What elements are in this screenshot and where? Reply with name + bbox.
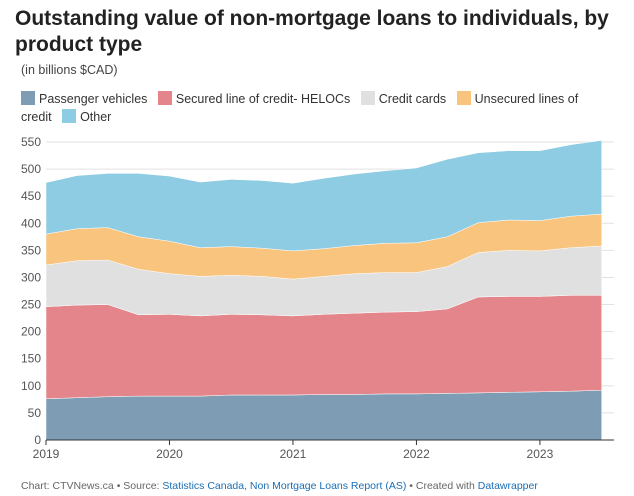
y-tick-label: 300 bbox=[21, 270, 41, 284]
y-tick-label: 500 bbox=[21, 162, 41, 176]
y-axis: 0 50 100 150 200 250 300 350 400 450 500 550 bbox=[21, 135, 41, 447]
legend-item-unsecured-lines: Unsecured lines of credit bbox=[21, 91, 579, 124]
area-other bbox=[45, 140, 602, 252]
x-tick-label: 2019 bbox=[33, 447, 60, 461]
legend-swatch bbox=[360, 91, 375, 105]
legend-label: Unsecured lines of credit bbox=[21, 92, 579, 124]
y-tick-label: 400 bbox=[21, 216, 41, 230]
x-tick-label: 2023 bbox=[527, 447, 554, 461]
y-tick-label: 250 bbox=[21, 298, 41, 312]
y-tick-label: 150 bbox=[21, 352, 41, 366]
y-tick-label: 50 bbox=[28, 406, 42, 420]
footer-prefix: Chart: CTVNews.ca • Source: bbox=[21, 480, 163, 492]
y-tick-label: 550 bbox=[21, 135, 41, 149]
chart-title: Outstanding value of non-mortgage loans … bbox=[15, 7, 609, 56]
legend-item-helocs: Secured line of credit- HELOCs bbox=[157, 91, 351, 106]
legend: Passenger vehicles Secured line of credi… bbox=[21, 90, 581, 126]
footer-middle: • Created with bbox=[406, 480, 478, 492]
y-tick-label: 450 bbox=[21, 189, 41, 203]
legend-item-passenger-vehicles: Passenger vehicles bbox=[21, 91, 148, 106]
legend-swatch bbox=[21, 91, 35, 105]
legend-label: Passenger vehicles bbox=[39, 92, 148, 106]
chart-subtitle: (in billions $CAD) bbox=[21, 63, 118, 77]
x-axis: 2019 2020 2021 2022 2023 bbox=[33, 439, 614, 461]
y-tick-label: 100 bbox=[21, 379, 41, 393]
legend-item-credit-cards: Credit cards bbox=[360, 91, 447, 106]
area-passenger-vehicles bbox=[45, 389, 602, 441]
legend-swatch bbox=[157, 91, 172, 105]
legend-swatch bbox=[456, 91, 471, 105]
legend-label: Other bbox=[80, 110, 112, 124]
y-tick-label: 0 bbox=[34, 433, 41, 447]
footer-credits: Chart: CTVNews.ca • Source: Statistics C… bbox=[21, 480, 538, 492]
source-link[interactable]: Statistics Canada, Non Mortgage Loans Re… bbox=[162, 480, 407, 492]
y-tick-label: 200 bbox=[21, 325, 41, 339]
legend-item-other: Other bbox=[62, 109, 112, 124]
datawrapper-link[interactable]: Datawrapper bbox=[477, 480, 538, 492]
legend-label: Secured line of credit- HELOCs bbox=[175, 92, 351, 106]
y-tick-label: 350 bbox=[21, 243, 41, 257]
legend-swatch bbox=[62, 109, 77, 123]
legend-label: Credit cards bbox=[378, 92, 447, 106]
x-tick-label: 2020 bbox=[156, 447, 183, 461]
x-tick-label: 2021 bbox=[280, 447, 307, 461]
x-tick-label: 2022 bbox=[403, 447, 430, 461]
area-series bbox=[45, 140, 602, 441]
